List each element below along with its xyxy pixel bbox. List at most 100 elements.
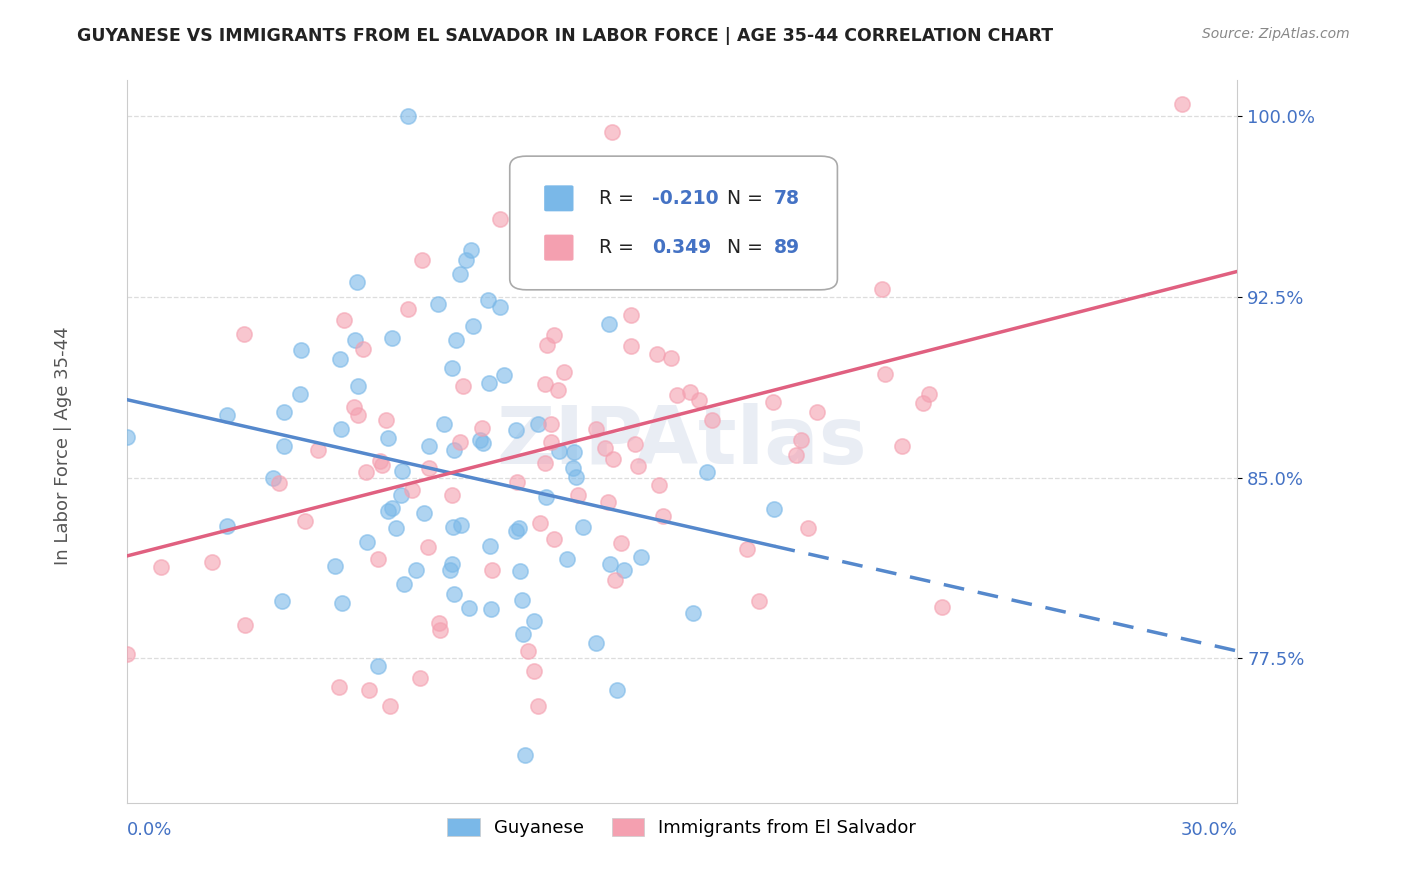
- Point: [346, 409, 368, 423]
- Point: [233, 326, 256, 341]
- Point: [429, 623, 451, 637]
- Point: [596, 495, 619, 509]
- Point: [585, 636, 607, 650]
- Text: -0.210: -0.210: [652, 189, 718, 208]
- Point: [115, 647, 138, 661]
- Point: [441, 488, 464, 502]
- Point: [396, 301, 419, 316]
- Point: [401, 483, 423, 497]
- Point: [623, 437, 645, 451]
- Point: [478, 376, 501, 391]
- Point: [620, 339, 643, 353]
- Point: [333, 313, 356, 327]
- Point: [890, 439, 912, 453]
- Point: [917, 386, 939, 401]
- Point: [294, 514, 316, 528]
- Point: [323, 559, 346, 574]
- Point: [443, 586, 465, 600]
- Point: [356, 465, 378, 479]
- Point: [489, 211, 512, 226]
- Point: [1170, 97, 1192, 112]
- Point: [505, 424, 527, 438]
- Point: [599, 557, 621, 571]
- Point: [391, 464, 413, 478]
- Point: [533, 456, 555, 470]
- Text: ZIPAtlas: ZIPAtlas: [496, 402, 868, 481]
- FancyBboxPatch shape: [544, 235, 574, 260]
- Point: [682, 607, 704, 621]
- Point: [692, 192, 714, 206]
- Point: [540, 435, 562, 450]
- Point: [328, 680, 350, 694]
- Point: [378, 699, 401, 714]
- Point: [392, 576, 415, 591]
- Point: [262, 470, 284, 484]
- Point: [505, 475, 527, 490]
- Point: [527, 699, 550, 714]
- Point: [343, 400, 366, 414]
- Point: [540, 417, 562, 431]
- Point: [652, 509, 675, 524]
- Point: [449, 435, 471, 450]
- Point: [523, 614, 546, 628]
- Point: [533, 377, 555, 392]
- Point: [411, 252, 433, 267]
- Point: [488, 300, 510, 314]
- Point: [427, 297, 450, 311]
- Point: [449, 267, 471, 281]
- Point: [330, 422, 353, 436]
- Point: [418, 439, 440, 453]
- Point: [536, 490, 558, 504]
- Point: [371, 458, 394, 473]
- Point: [689, 221, 711, 235]
- Point: [509, 564, 531, 578]
- Point: [700, 413, 723, 427]
- Point: [470, 433, 492, 447]
- Point: [585, 422, 607, 436]
- Point: [384, 521, 406, 535]
- Point: [343, 333, 366, 347]
- Point: [547, 444, 569, 458]
- Text: GUYANESE VS IMMIGRANTS FROM EL SALVADOR IN LABOR FORCE | AGE 35-44 CORRELATION C: GUYANESE VS IMMIGRANTS FROM EL SALVADOR …: [77, 27, 1053, 45]
- Point: [356, 534, 378, 549]
- Point: [201, 555, 224, 569]
- Point: [460, 243, 482, 257]
- Point: [463, 319, 485, 334]
- Point: [553, 365, 575, 379]
- Point: [290, 343, 312, 358]
- Point: [450, 517, 472, 532]
- Point: [273, 439, 295, 453]
- Point: [451, 379, 474, 393]
- Point: [688, 392, 710, 407]
- Point: [804, 209, 827, 223]
- Point: [329, 351, 352, 366]
- Point: [377, 431, 399, 445]
- Point: [347, 379, 370, 393]
- Point: [679, 384, 702, 399]
- Text: R =: R =: [599, 238, 645, 257]
- Point: [215, 519, 238, 533]
- Point: [565, 470, 588, 484]
- FancyBboxPatch shape: [544, 186, 574, 211]
- Point: [330, 597, 353, 611]
- Point: [389, 488, 412, 502]
- Legend: Guyanese, Immigrants from El Salvador: Guyanese, Immigrants from El Salvador: [440, 811, 924, 845]
- Point: [439, 563, 461, 577]
- Point: [398, 109, 420, 123]
- Point: [873, 367, 896, 381]
- Text: 0.0%: 0.0%: [127, 821, 172, 838]
- Point: [429, 616, 451, 631]
- Point: [359, 682, 381, 697]
- Point: [931, 599, 953, 614]
- Point: [645, 347, 668, 361]
- Point: [443, 443, 465, 458]
- Point: [454, 253, 477, 268]
- Point: [441, 520, 464, 534]
- Text: N =: N =: [716, 238, 769, 257]
- Point: [477, 293, 499, 307]
- Point: [446, 333, 468, 347]
- Point: [368, 453, 391, 467]
- Point: [288, 387, 311, 401]
- Point: [381, 331, 404, 345]
- Point: [600, 125, 623, 139]
